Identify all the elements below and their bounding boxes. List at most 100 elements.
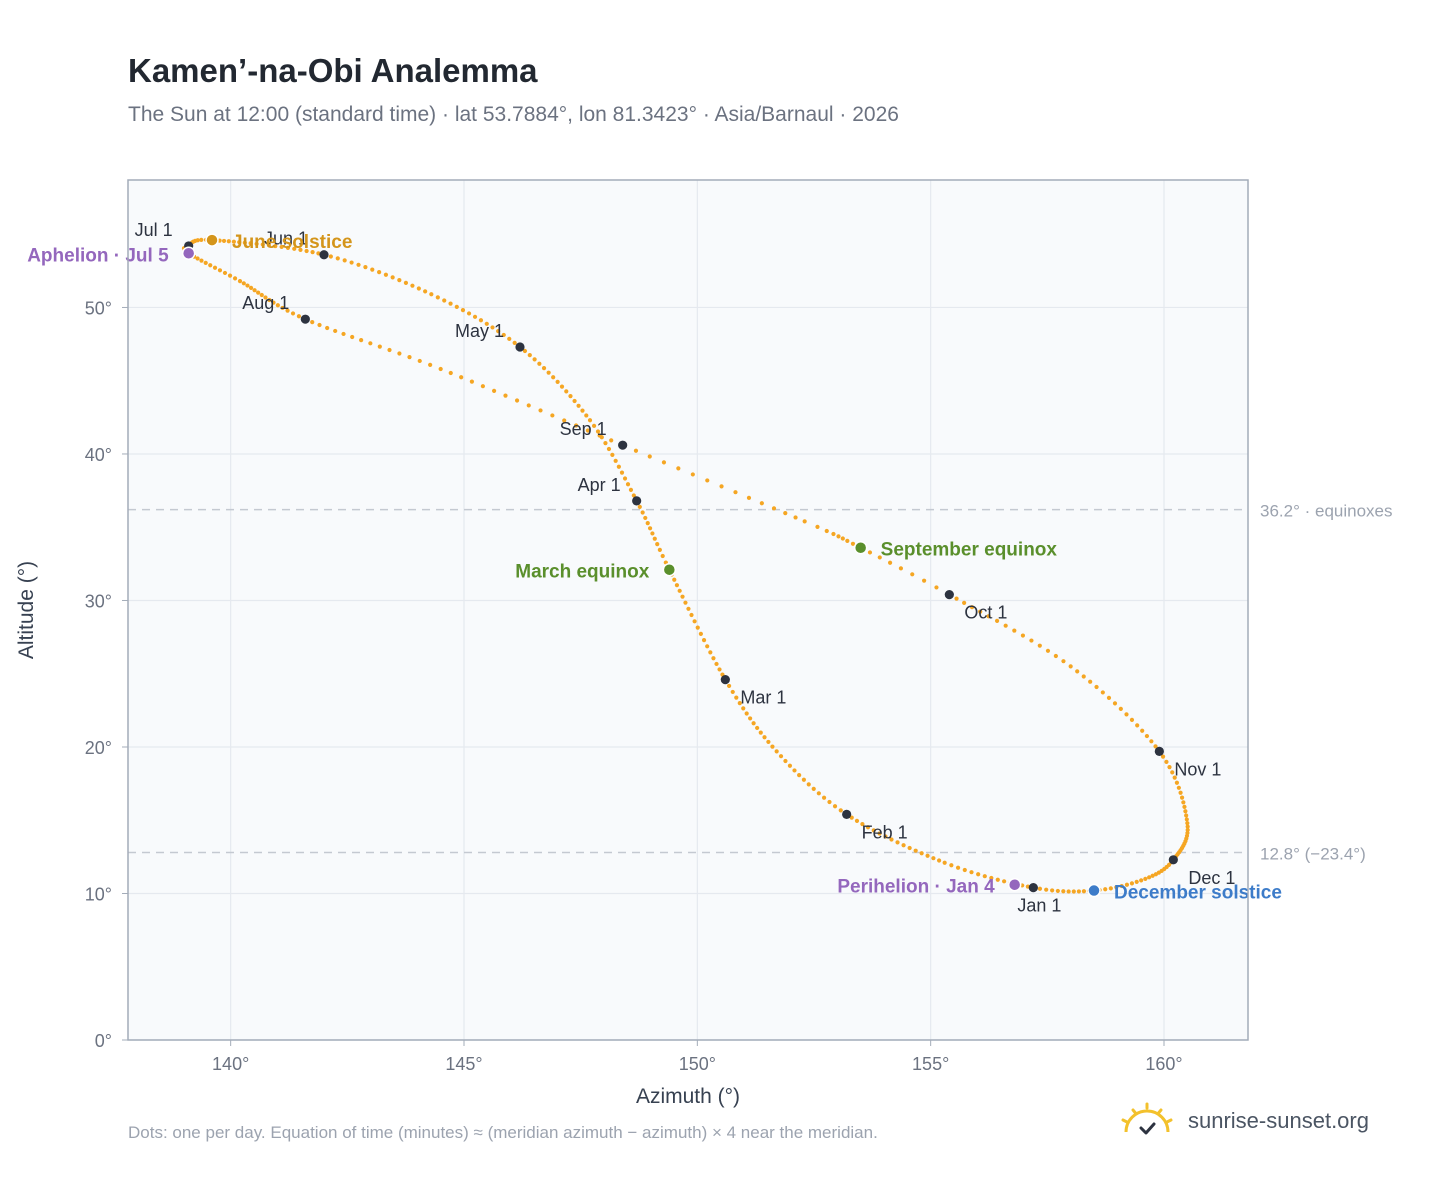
daily-sun-dot: [689, 612, 694, 618]
daily-sun-dot: [1183, 809, 1188, 814]
daily-sun-dot: [1103, 887, 1108, 892]
daily-sun-dot: [469, 379, 475, 384]
daily-sun-dot: [285, 245, 291, 250]
daily-sun-dot: [537, 361, 542, 366]
x-axis-label: Azimuth (°): [636, 1085, 740, 1108]
daily-sun-dot: [333, 328, 338, 334]
daily-sun-dot: [871, 828, 876, 833]
daily-sun-dot: [910, 572, 915, 577]
daily-sun-dot: [490, 325, 495, 330]
daily-sun-dot: [686, 606, 691, 611]
daily-sun-dot: [416, 286, 421, 291]
daily-sun-dot: [349, 260, 354, 265]
daily-sun-dot: [610, 452, 615, 458]
daily-sun-dot: [597, 433, 602, 438]
daily-sun-dot: [931, 856, 936, 861]
daily-sun-dot: [227, 273, 233, 278]
daily-sun-dot: [273, 243, 278, 249]
daily-sun-dot: [350, 334, 355, 340]
daily-sun-dot: [532, 357, 537, 362]
daily-sun-dot: [417, 358, 422, 364]
daily-sun-dot: [821, 795, 827, 800]
daily-sun-dot: [1135, 723, 1140, 728]
daily-sun-dot: [962, 867, 967, 873]
daily-sun-dot: [771, 506, 777, 511]
daily-sun-dot: [1053, 653, 1058, 659]
daily-sun-dot: [1076, 889, 1081, 894]
daily-sun-dot: [680, 594, 685, 599]
daily-sun-dot: [867, 550, 873, 555]
daily-sun-dot: [877, 831, 882, 836]
daily-sun-dot: [573, 423, 579, 428]
daily-sun-dot: [248, 241, 253, 246]
plot-frame: [127, 179, 1249, 1041]
daily-sun-dot: [1184, 817, 1189, 822]
daily-sun-dot: [995, 877, 1000, 882]
daily-sun-dot: [1149, 739, 1154, 744]
y-tick-label: 30°: [85, 591, 112, 611]
daily-sun-dot: [969, 870, 974, 875]
x-tick-label: 160°: [1145, 1054, 1182, 1074]
daily-sun-dot: [978, 609, 983, 614]
daily-sun-dot: [1037, 886, 1043, 891]
daily-sun-dot: [585, 428, 590, 433]
daily-sun-dot: [248, 285, 254, 290]
daily-sun-dot: [572, 398, 577, 404]
daily-sun-dot: [252, 288, 257, 293]
daily-sun-dot: [591, 423, 597, 428]
daily-sun-dot: [734, 695, 739, 700]
month-marker: [1168, 855, 1178, 865]
daily-sun-dot: [850, 541, 856, 546]
daily-sun-dot: [1185, 821, 1190, 826]
daily-sun-dot: [751, 721, 756, 726]
daily-sun-dot: [695, 625, 700, 630]
daily-sun-dot: [603, 441, 608, 446]
month-marker-label: Mar 1: [740, 688, 786, 708]
daily-sun-dot: [770, 744, 775, 749]
daily-sun-dot: [698, 631, 703, 637]
month-marker: [618, 440, 628, 450]
daily-sun-dot: [616, 464, 621, 469]
daily-sun-dot: [538, 408, 543, 413]
daily-sun-dot: [325, 325, 330, 331]
daily-sun-dot: [448, 370, 453, 376]
daily-sun-dot: [838, 808, 843, 813]
daily-sun-dot: [1179, 795, 1185, 800]
daily-sun-dot: [783, 510, 788, 516]
daily-sun-dot: [962, 600, 967, 605]
daily-sun-dot: [637, 504, 642, 509]
daily-sun-dot: [208, 263, 213, 268]
daily-sun-dot: [480, 384, 485, 389]
daily-sun-dot: [741, 706, 746, 711]
month-marker-label: Jun 1: [264, 229, 308, 249]
daily-sun-dot: [595, 429, 601, 434]
daily-sun-dot: [802, 519, 807, 524]
axis-ticks: 140° 145° 150° 155° 160° 0° 10° 20° 30° 40° 50°: [85, 298, 1183, 1074]
daily-sun-dot: [1153, 744, 1158, 749]
daily-sun-dot: [559, 384, 565, 389]
daily-sun-dot: [256, 290, 261, 295]
daily-sun-dot: [622, 476, 628, 481]
daily-sun-dot: [1144, 733, 1150, 739]
daily-sun-dot: [363, 265, 368, 270]
daily-sun-dot: [936, 858, 942, 863]
daily-sun-dot: [865, 825, 871, 830]
daily-sun-dot: [546, 370, 551, 375]
brand[interactable]: sunrise-sunset.org: [1120, 1102, 1369, 1140]
daily-sun-dot: [199, 258, 204, 263]
daily-sun-dot: [672, 577, 677, 582]
daily-sun-dot: [969, 605, 975, 610]
daily-sun-dot: [1153, 872, 1158, 877]
daily-sun-dot: [203, 260, 208, 265]
daily-sun-dot: [1167, 765, 1172, 770]
daily-sun-dot: [913, 848, 918, 853]
daily-sun-dot: [1143, 876, 1148, 881]
daily-sun-dot: [1134, 879, 1139, 884]
footnote: Dots: one per day. Equation of time (min…: [128, 1123, 878, 1142]
daily-sun-dot: [1081, 889, 1087, 894]
event-label: June solstice: [232, 232, 352, 253]
month-marker: [842, 809, 852, 819]
daily-sun-dot: [222, 270, 228, 276]
daily-sun-dot: [383, 272, 389, 277]
event-marker: [662, 562, 677, 577]
